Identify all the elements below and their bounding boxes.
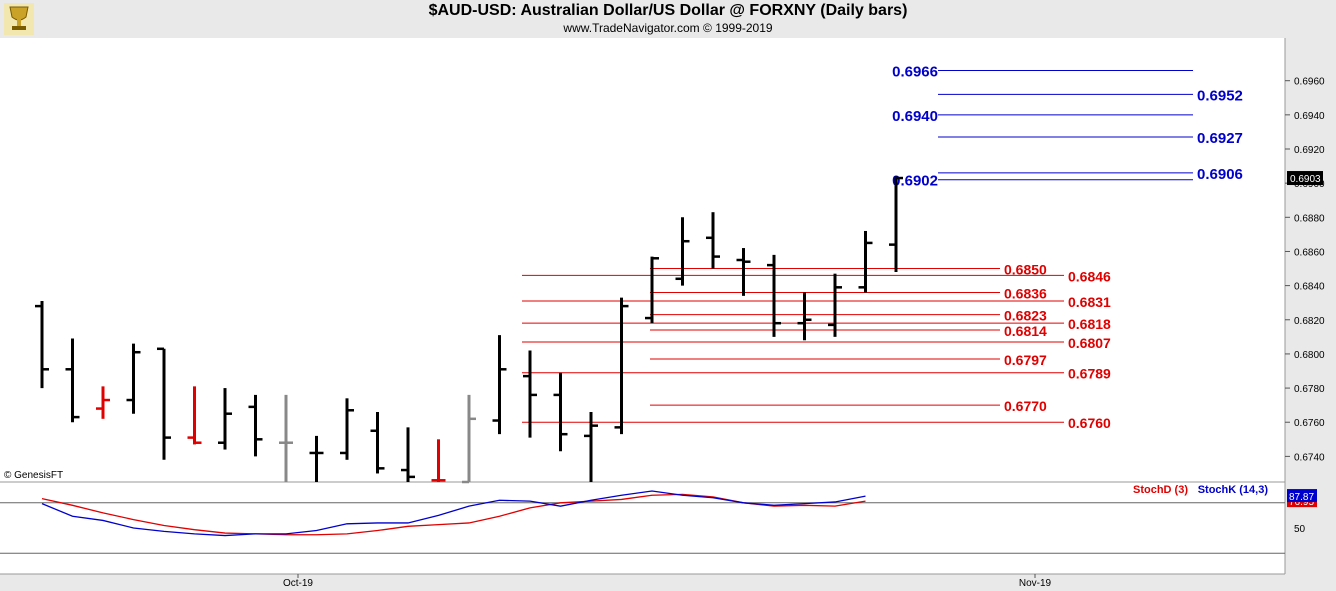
last-price-label: 0.6903 (1290, 174, 1321, 185)
ohlc-bar (431, 439, 446, 482)
chart-subtitle: www.TradeNavigator.com © 1999-2019 (563, 21, 773, 35)
price-tick-label: 0.6800 (1294, 350, 1325, 361)
trophy-icon (4, 3, 34, 35)
last-price-tag (1287, 171, 1323, 186)
stoch-legend-blue: StochK (14,3) (1198, 484, 1269, 496)
price-tick-label: 0.6960 (1294, 77, 1325, 88)
ohlc-bar (736, 248, 751, 296)
ohlc-bar (614, 297, 629, 435)
stoch-value-label: 87.87 (1289, 492, 1314, 503)
ohlc-bar (126, 343, 141, 414)
stochastic-lines: 50 76.95 StochD (3) 87.87 StochK (14,3) (0, 484, 1317, 554)
ohlc-bar (645, 256, 659, 324)
level-label-0.6760: 0.6760 (1068, 415, 1111, 431)
ohlc-bar (523, 350, 537, 438)
ohlc-bar (706, 212, 720, 269)
ohlc-bar (889, 176, 903, 272)
ohlc-bar (96, 386, 110, 419)
price-bars (35, 176, 903, 484)
ohlc-bar (157, 347, 171, 460)
level-lines: 0.6966 0.6952 0.6940 0.6927 0.6906 0.6902 0.68… (522, 63, 1243, 431)
ohlc-bar (370, 411, 385, 474)
ohlc-bar (553, 372, 568, 452)
chart-title: $AUD-USD: Australian Dollar/US Dollar @ … (428, 2, 908, 19)
stoch-value-label: 76.95 (1289, 497, 1314, 508)
level-label-0.6927: 0.6927 (1197, 130, 1243, 147)
price-tick-label: 0.6860 (1294, 247, 1325, 258)
ohlc-bar (767, 254, 781, 337)
stoch-legend-red: StochD (3) (1133, 484, 1188, 496)
stoch-value-tag (1287, 489, 1317, 503)
level-label-0.6940: 0.6940 (892, 108, 938, 125)
price-tick-label: 0.6880 (1294, 213, 1325, 224)
level-label-0.6952: 0.6952 (1197, 87, 1243, 104)
ohlc-bar (218, 388, 232, 450)
stoch-tick-label: 50 (1294, 524, 1306, 535)
price-panel (0, 38, 1285, 482)
price-tick-label: 0.6940 (1294, 111, 1325, 122)
ohlc-bar (187, 386, 202, 445)
level-label-0.6823: 0.6823 (1004, 308, 1047, 324)
price-tick-label: 0.6760 (1294, 418, 1325, 429)
level-label-0.6807: 0.6807 (1068, 335, 1111, 351)
level-label-0.6902: 0.6902 (892, 173, 938, 190)
price-tick-label: 0.6740 (1294, 452, 1325, 463)
date-axis: Oct-19 Nov-19 (283, 574, 1052, 589)
level-label-0.6850: 0.6850 (1004, 262, 1047, 278)
stoch-line-blue (41, 490, 866, 537)
ohlc-bar (584, 411, 598, 482)
level-label-0.6906: 0.6906 (1197, 166, 1243, 183)
ohlc-bar (858, 230, 873, 293)
ohlc-bar (828, 273, 842, 337)
ohlc-bar (248, 394, 263, 457)
price-tick-label: 0.6820 (1294, 316, 1325, 327)
level-label-0.6814: 0.6814 (1004, 323, 1047, 339)
level-label-0.6789: 0.6789 (1068, 366, 1111, 382)
ohlc-bar (797, 292, 812, 341)
level-label-0.6846: 0.6846 (1068, 268, 1111, 284)
price-tick-label: 0.6840 (1294, 282, 1325, 293)
price-tick-label: 0.6780 (1294, 384, 1325, 395)
price-tick-label: 0.6920 (1294, 145, 1325, 156)
date-tick-label: Nov-19 (1019, 578, 1052, 589)
credit-label: © GenesisFT (4, 470, 63, 481)
level-label-0.6836: 0.6836 (1004, 285, 1047, 301)
ohlc-bar (309, 435, 324, 482)
date-tick-label: Oct-19 (283, 578, 313, 589)
ohlc-bar (65, 338, 80, 423)
ohlc-bar (401, 427, 415, 482)
level-label-0.6818: 0.6818 (1068, 316, 1111, 332)
stochastic-panel (0, 482, 1285, 574)
ohlc-bar (492, 335, 507, 435)
level-label-0.6966: 0.6966 (892, 63, 938, 80)
level-label-0.6770: 0.6770 (1004, 398, 1047, 414)
ohlc-bar (462, 394, 476, 484)
ohlc-bar (35, 300, 49, 389)
level-label-0.6797: 0.6797 (1004, 352, 1047, 368)
chart-header: $AUD-USD: Australian Dollar/US Dollar @ … (0, 0, 1336, 40)
ohlc-bar (675, 217, 690, 286)
price-axis: 0.6740 0.6760 0.6780 0.6800 0.6820 0.6840 0.68… (1285, 77, 1325, 463)
ohlc-bar (279, 394, 293, 482)
level-label-0.6831: 0.6831 (1068, 294, 1111, 310)
ohlc-bar (340, 398, 354, 460)
